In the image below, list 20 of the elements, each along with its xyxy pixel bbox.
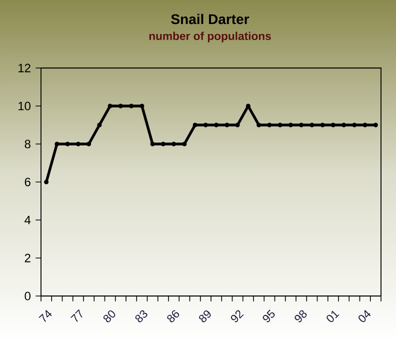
x-tick-label: 83: [135, 310, 148, 322]
chart-subtitle: number of populations: [149, 32, 271, 42]
x-tick-label: 74: [38, 310, 52, 322]
x-tick-label: 01: [326, 310, 340, 322]
y-tick-label: 8: [24, 140, 30, 148]
x-tick-label: 95: [262, 310, 275, 322]
x-tick-label: 92: [230, 310, 244, 322]
x-tick-label: 04: [358, 310, 371, 322]
y-tick-label: 10: [18, 102, 30, 110]
x-tick-label: 77: [70, 309, 82, 322]
chart-title: Snail Darter: [171, 14, 250, 24]
x-tick-label: 86: [167, 310, 180, 322]
y-tick-label: 12: [18, 64, 30, 72]
y-tick-label: 4: [24, 216, 31, 224]
x-tick-label: 89: [199, 310, 211, 322]
y-tick-label: 2: [24, 254, 30, 262]
y-tick-label: 0: [24, 292, 30, 300]
y-tick-label: 6: [24, 178, 30, 186]
x-tick-label: 98: [294, 310, 307, 322]
x-tick-label: 80: [103, 310, 116, 322]
